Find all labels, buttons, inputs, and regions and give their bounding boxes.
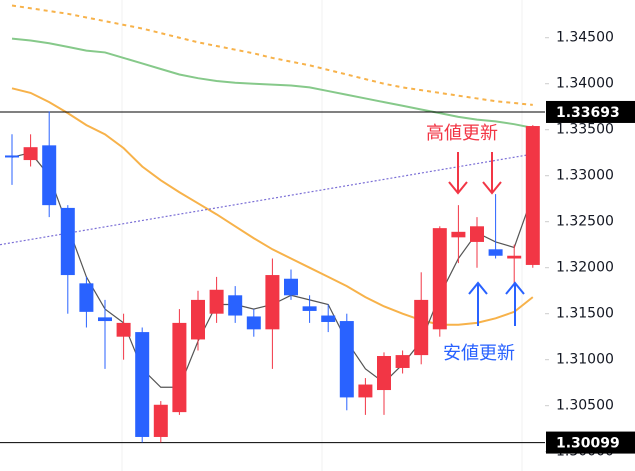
arrow bbox=[505, 281, 525, 326]
candle-body bbox=[507, 255, 522, 259]
candle-body bbox=[153, 404, 168, 437]
y-tick-label: 1.34500 bbox=[556, 30, 614, 46]
indicator-line bbox=[11, 4, 533, 106]
price-label: 1.30099 bbox=[556, 436, 620, 452]
candle-body bbox=[135, 332, 150, 437]
candle-body bbox=[79, 283, 94, 312]
indicator-line bbox=[11, 37, 533, 129]
candle-body bbox=[451, 231, 466, 238]
candle-body bbox=[395, 355, 410, 368]
y-tick-label: 1.31000 bbox=[556, 352, 614, 368]
candle-body bbox=[60, 207, 75, 276]
candle-body bbox=[470, 226, 484, 242]
y-tick-label: 1.32000 bbox=[556, 260, 614, 276]
y-tick-label: 1.30500 bbox=[556, 398, 614, 414]
candle-body bbox=[432, 228, 447, 330]
candle-body bbox=[414, 299, 429, 356]
candle-body bbox=[209, 289, 224, 314]
candle-body bbox=[525, 126, 540, 265]
y-tick-label: 1.32500 bbox=[556, 214, 614, 230]
candle-body bbox=[42, 145, 57, 206]
candle-body bbox=[488, 249, 503, 256]
price-label-box bbox=[546, 100, 635, 123]
candle-body bbox=[284, 278, 298, 296]
trend-line bbox=[0, 153, 531, 246]
candle-body bbox=[98, 317, 112, 322]
y-tick-label: 1.31500 bbox=[556, 306, 614, 322]
candle-body bbox=[5, 155, 19, 158]
candle-body bbox=[339, 321, 354, 398]
candle-body bbox=[358, 384, 373, 398]
arrow bbox=[468, 281, 488, 326]
candle-body bbox=[246, 316, 261, 330]
annotation: 安値更新 bbox=[443, 343, 515, 364]
price-label-box bbox=[546, 431, 635, 454]
candle-body bbox=[302, 306, 317, 311]
candle-body bbox=[191, 299, 205, 340]
candle-body bbox=[228, 295, 243, 316]
candle-body bbox=[265, 275, 280, 330]
candle-body bbox=[321, 315, 336, 322]
candle-body bbox=[23, 147, 38, 161]
annotation: 高値更新 bbox=[426, 123, 498, 144]
y-tick-label: 1.33000 bbox=[556, 168, 614, 184]
y-tick-label: 1.33500 bbox=[556, 122, 614, 138]
price-label: 1.33693 bbox=[556, 105, 620, 121]
candle-body bbox=[377, 356, 391, 391]
arrow bbox=[482, 152, 502, 195]
candle-body bbox=[172, 322, 187, 413]
y-tick-label: 1.34000 bbox=[556, 76, 614, 92]
arrow bbox=[448, 152, 468, 195]
candle-body bbox=[116, 322, 131, 337]
